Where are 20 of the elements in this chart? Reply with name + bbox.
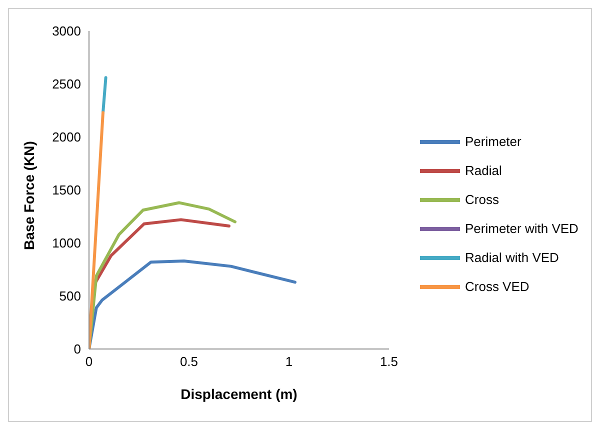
y-axis-title: Base Force (KN) xyxy=(20,141,37,250)
line-series xyxy=(89,260,296,349)
legend-label: Perimeter with VED xyxy=(465,221,578,236)
x-tick-label: 0 xyxy=(85,354,93,370)
y-tick-label: 2500 xyxy=(52,76,81,92)
legend-label: Radial xyxy=(465,163,502,178)
x-tick-label: 1.5 xyxy=(380,354,398,370)
x-tick-label: 0.5 xyxy=(180,354,198,370)
legend-label: Cross xyxy=(465,192,499,207)
x-tick-label: 1 xyxy=(285,354,293,370)
y-tick-label: 1000 xyxy=(52,236,81,251)
y-tick-label: 3000 xyxy=(52,24,81,39)
y-tick-label: 2000 xyxy=(52,130,81,145)
legend-label: Cross VED xyxy=(465,279,530,294)
legend-label: Perimeter xyxy=(465,134,522,149)
x-axis-title: Displacement (m) xyxy=(180,386,298,402)
legend-label: Radial with VED xyxy=(465,250,559,265)
y-tick-label: 500 xyxy=(59,288,81,304)
y-tick-label: 0 xyxy=(74,342,81,357)
y-tick-label: 1500 xyxy=(52,182,81,198)
